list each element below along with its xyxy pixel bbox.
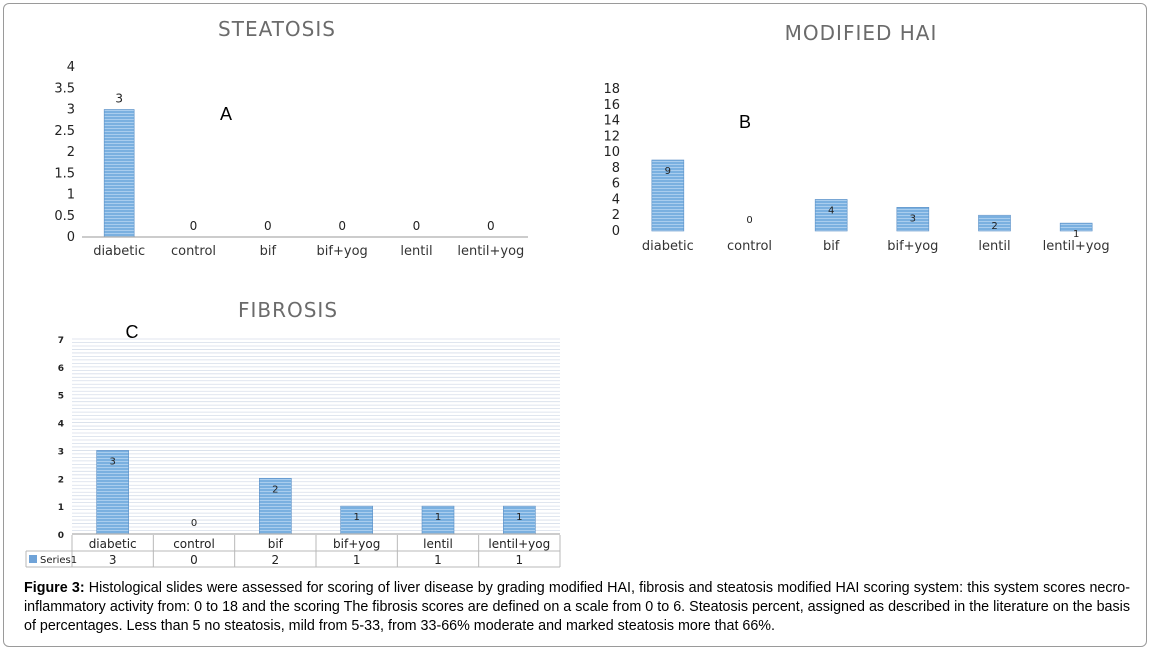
hai-ytick-label: 18 (603, 82, 620, 97)
hai-bar-lentil (978, 214, 1011, 232)
steatosis-category-label: bif+yog (317, 244, 368, 259)
hai-category-label: lentil (978, 239, 1010, 254)
hai-ytick-label: 6 (612, 177, 620, 192)
fibrosis-category-label: bif+yog (333, 537, 380, 551)
fibrosis-chart-title: FIBROSIS (238, 298, 338, 322)
hai-panel-letter: B (739, 112, 751, 132)
hai-category-label: control (727, 239, 772, 254)
fibrosis-category-label: bif (268, 537, 284, 551)
fibrosis-ytick-label: 2 (58, 475, 64, 485)
fibrosis-table-value: 1 (516, 553, 524, 567)
hai-chart-title: MODIFIED HAI (785, 21, 938, 45)
fibrosis-data-label: 3 (109, 456, 115, 467)
hai-ytick-label: 4 (612, 192, 620, 207)
steatosis-ytick-label: 3 (67, 103, 75, 118)
fibrosis-ytick-label: 0 (58, 531, 64, 541)
hai-data-label: 2 (991, 221, 997, 232)
steatosis-bar-diabetic (103, 109, 135, 238)
steatosis-category-label: diabetic (93, 244, 145, 259)
figure-caption: Figure 3: Histological slides were asses… (24, 579, 1130, 636)
steatosis-category-label: control (171, 244, 216, 259)
fibrosis-category-label: diabetic (89, 537, 137, 551)
fibrosis-ytick-label: 6 (58, 364, 64, 374)
figure-frame (3, 3, 1147, 647)
hai-ytick-label: 12 (603, 129, 620, 144)
hai-ytick-label: 0 (612, 224, 620, 239)
fibrosis-table-value: 3 (109, 553, 117, 567)
fibrosis-table-value: 2 (272, 553, 280, 567)
steatosis-ytick-label: 1.5 (54, 166, 75, 181)
fibrosis-category-label: lentil (423, 537, 453, 551)
hai-bar-lentil+yog (1059, 222, 1093, 232)
hai-data-label: 3 (910, 213, 916, 224)
hai-category-label: diabetic (642, 239, 694, 254)
steatosis-ytick-label: 2 (67, 145, 75, 160)
fibrosis-table-value: 0 (190, 553, 198, 567)
hai-ytick-label: 2 (612, 208, 620, 223)
steatosis-ytick-label: 0 (67, 230, 75, 245)
fibrosis-bar-diabetic (96, 450, 129, 535)
hai-ytick-label: 14 (603, 114, 620, 129)
fibrosis-category-label: control (173, 537, 215, 551)
steatosis-ytick-label: 1 (67, 188, 75, 203)
fibrosis-ytick-label: 5 (58, 392, 64, 402)
steatosis-data-label: 0 (413, 219, 421, 233)
caption-label: Figure 3: (24, 580, 85, 596)
fibrosis-bar-lentil+yog (503, 505, 536, 535)
hai-category-label: bif (823, 239, 840, 254)
steatosis-ytick-label: 3.5 (54, 81, 75, 96)
fibrosis-legend-label: Series1 (40, 555, 77, 566)
steatosis-category-label: lentil+yog (457, 244, 524, 259)
fibrosis-data-label: 1 (353, 512, 359, 523)
steatosis-ytick-label: 0.5 (54, 209, 75, 224)
steatosis-ytick-label: 2.5 (54, 124, 75, 139)
fibrosis-bar-bif (259, 477, 292, 535)
hai-category-label: bif+yog (887, 239, 938, 254)
fibrosis-panel-letter: C (126, 322, 139, 342)
fibrosis-ytick-label: 1 (58, 503, 64, 513)
hai-ytick-label: 16 (603, 98, 620, 113)
caption-text: Histological slides were assessed for sc… (24, 580, 1130, 634)
hai-data-label: 1 (1073, 229, 1079, 240)
hai-category-label: lentil+yog (1043, 239, 1110, 254)
hai-data-label: 9 (665, 166, 671, 177)
steatosis-data-label: 3 (115, 92, 123, 106)
steatosis-chart-title: STEATOSIS (218, 17, 336, 41)
fibrosis-table-value: 1 (434, 553, 442, 567)
fibrosis-legend-swatch (29, 555, 37, 563)
hai-bar-bif (814, 199, 848, 232)
fibrosis-category-label: lentil+yog (488, 537, 550, 551)
fibrosis-data-label: 0 (191, 518, 197, 529)
fibrosis-table-value: 1 (353, 553, 361, 567)
hai-bar-diabetic (651, 159, 685, 232)
fibrosis-bar-bif+yog (340, 505, 373, 535)
fibrosis-ytick-label: 4 (58, 420, 64, 430)
fibrosis-ytick-label: 7 (58, 336, 64, 346)
steatosis-panel-letter: A (220, 104, 232, 124)
steatosis-data-label: 0 (190, 219, 198, 233)
steatosis-ytick-label: 4 (67, 60, 75, 75)
hai-data-label: 0 (746, 215, 752, 226)
hai-bar-bif+yog (896, 207, 930, 232)
fibrosis-data-label: 2 (272, 484, 278, 495)
fibrosis-data-label: 1 (516, 512, 522, 523)
steatosis-data-label: 0 (338, 219, 346, 233)
steatosis-data-label: 0 (487, 219, 495, 233)
steatosis-category-label: bif (260, 244, 277, 259)
hai-ytick-label: 8 (612, 161, 620, 176)
fibrosis-ytick-label: 3 (58, 447, 64, 457)
steatosis-category-label: lentil (400, 244, 432, 259)
hai-ytick-label: 10 (603, 145, 620, 160)
steatosis-data-label: 0 (264, 219, 272, 233)
figure-charts: STEATOSIS A 0 0.5 1 1.5 2 2.5 3 3.5 4 3 diabetic 0 con… (25, 17, 1110, 568)
fibrosis-data-label: 1 (435, 512, 441, 523)
hai-data-label: 4 (828, 205, 834, 216)
